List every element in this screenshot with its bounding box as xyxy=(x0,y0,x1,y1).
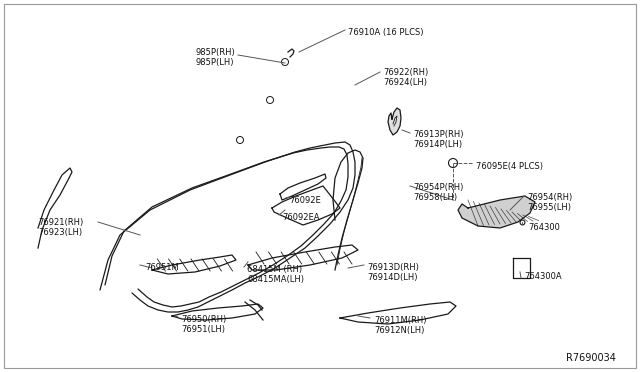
Text: 76913P(RH)
76914P(LH): 76913P(RH) 76914P(LH) xyxy=(413,130,463,150)
Text: 764300A: 764300A xyxy=(524,272,562,281)
Text: 76092EA: 76092EA xyxy=(282,213,319,222)
Text: 76910A (16 PLCS): 76910A (16 PLCS) xyxy=(348,28,424,37)
Text: 76092E: 76092E xyxy=(289,196,321,205)
Text: 76950(RH)
76951(LH): 76950(RH) 76951(LH) xyxy=(181,315,227,334)
Text: 985P(RH)
985P(LH): 985P(RH) 985P(LH) xyxy=(196,48,236,67)
Text: 76922(RH)
76924(LH): 76922(RH) 76924(LH) xyxy=(383,68,428,87)
Text: 76921(RH)
76923(LH): 76921(RH) 76923(LH) xyxy=(38,218,83,237)
Text: 76954(RH)
76955(LH): 76954(RH) 76955(LH) xyxy=(527,193,572,212)
Text: 76911M(RH)
76912N(LH): 76911M(RH) 76912N(LH) xyxy=(374,316,426,336)
Text: 76954P(RH)
76958(LH): 76954P(RH) 76958(LH) xyxy=(413,183,463,202)
Text: 76951M: 76951M xyxy=(145,263,179,272)
Text: 76913D(RH)
76914D(LH): 76913D(RH) 76914D(LH) xyxy=(367,263,419,282)
Polygon shape xyxy=(388,108,401,135)
Text: 76095E(4 PLCS): 76095E(4 PLCS) xyxy=(476,162,543,171)
Polygon shape xyxy=(458,196,535,228)
Text: 764300: 764300 xyxy=(528,223,560,232)
Text: 68415M (RH)
68415MA(LH): 68415M (RH) 68415MA(LH) xyxy=(247,265,304,285)
Text: R7690034: R7690034 xyxy=(566,353,616,363)
